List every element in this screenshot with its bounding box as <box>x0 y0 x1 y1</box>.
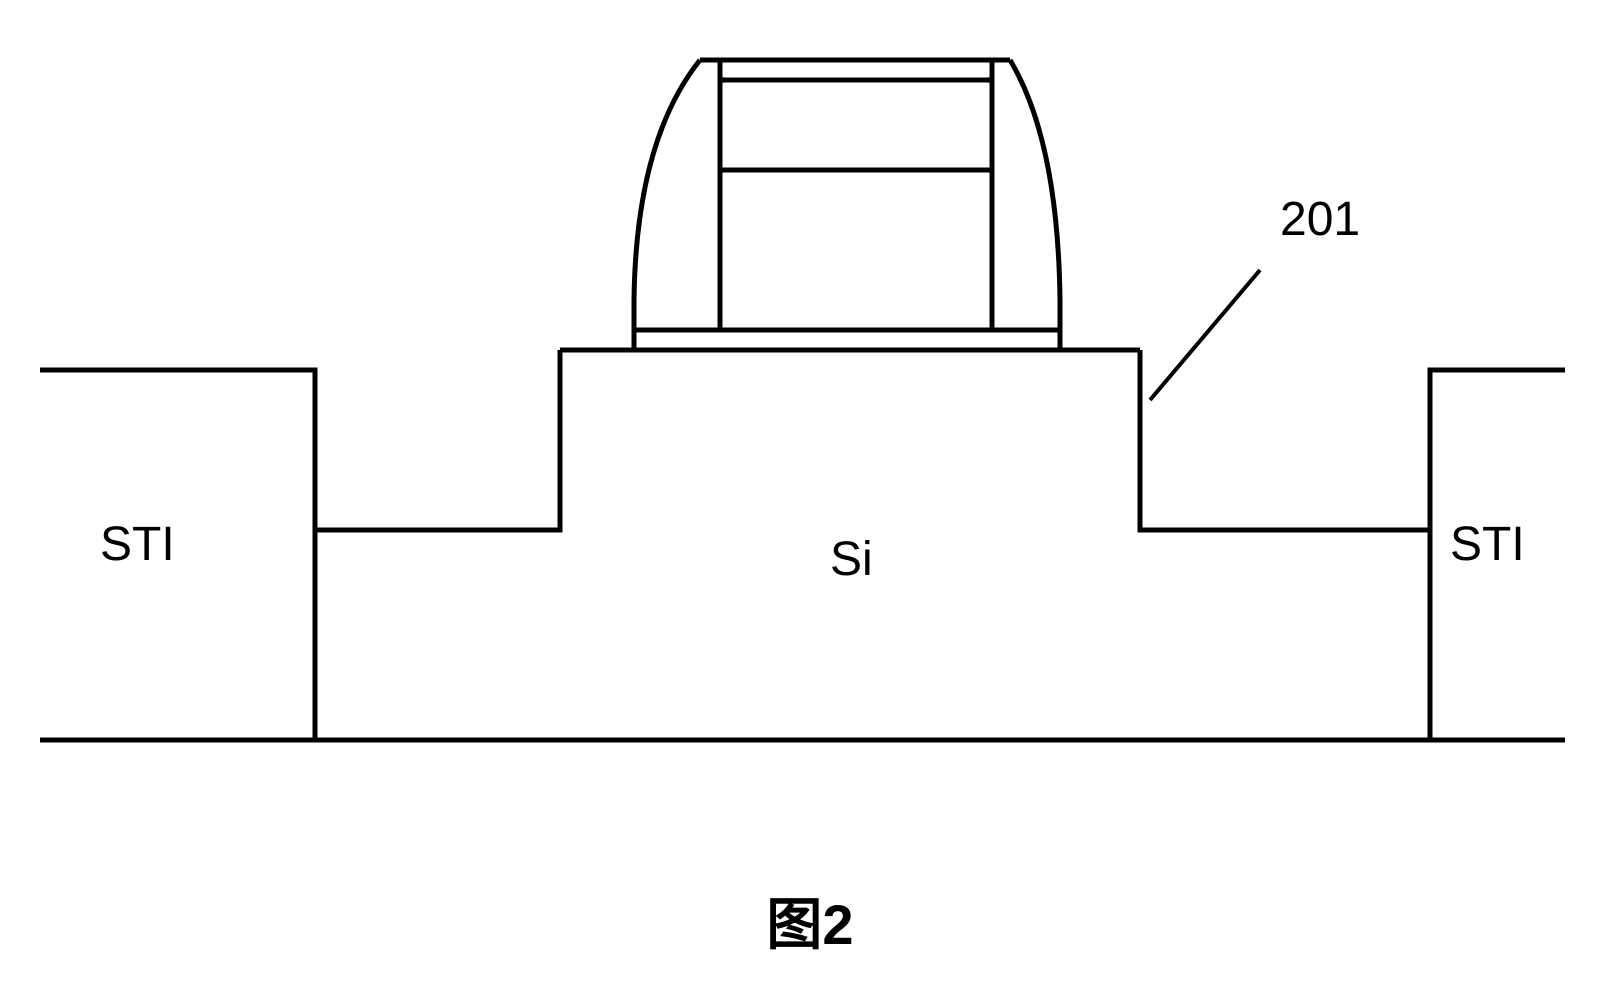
right-sti-label: STI <box>1450 518 1525 571</box>
si-right-recess <box>1140 350 1430 530</box>
left-spacer-outline <box>634 60 700 350</box>
figure-caption: 图2 <box>766 880 853 961</box>
si-left-recess <box>315 350 560 530</box>
transistor-cross-section-diagram: STI STI Si 201 图2 <box>0 0 1620 1000</box>
left-sti-label: STI <box>100 518 175 571</box>
gate-cap-rect <box>720 80 992 170</box>
callout-leader-201 <box>1150 270 1260 400</box>
right-spacer-outline <box>1010 60 1060 350</box>
left-sti-outline <box>40 370 315 740</box>
diagram-svg: STI STI Si 201 <box>0 0 1620 1000</box>
si-label: Si <box>830 533 873 586</box>
callout-201-text: 201 <box>1280 193 1360 246</box>
